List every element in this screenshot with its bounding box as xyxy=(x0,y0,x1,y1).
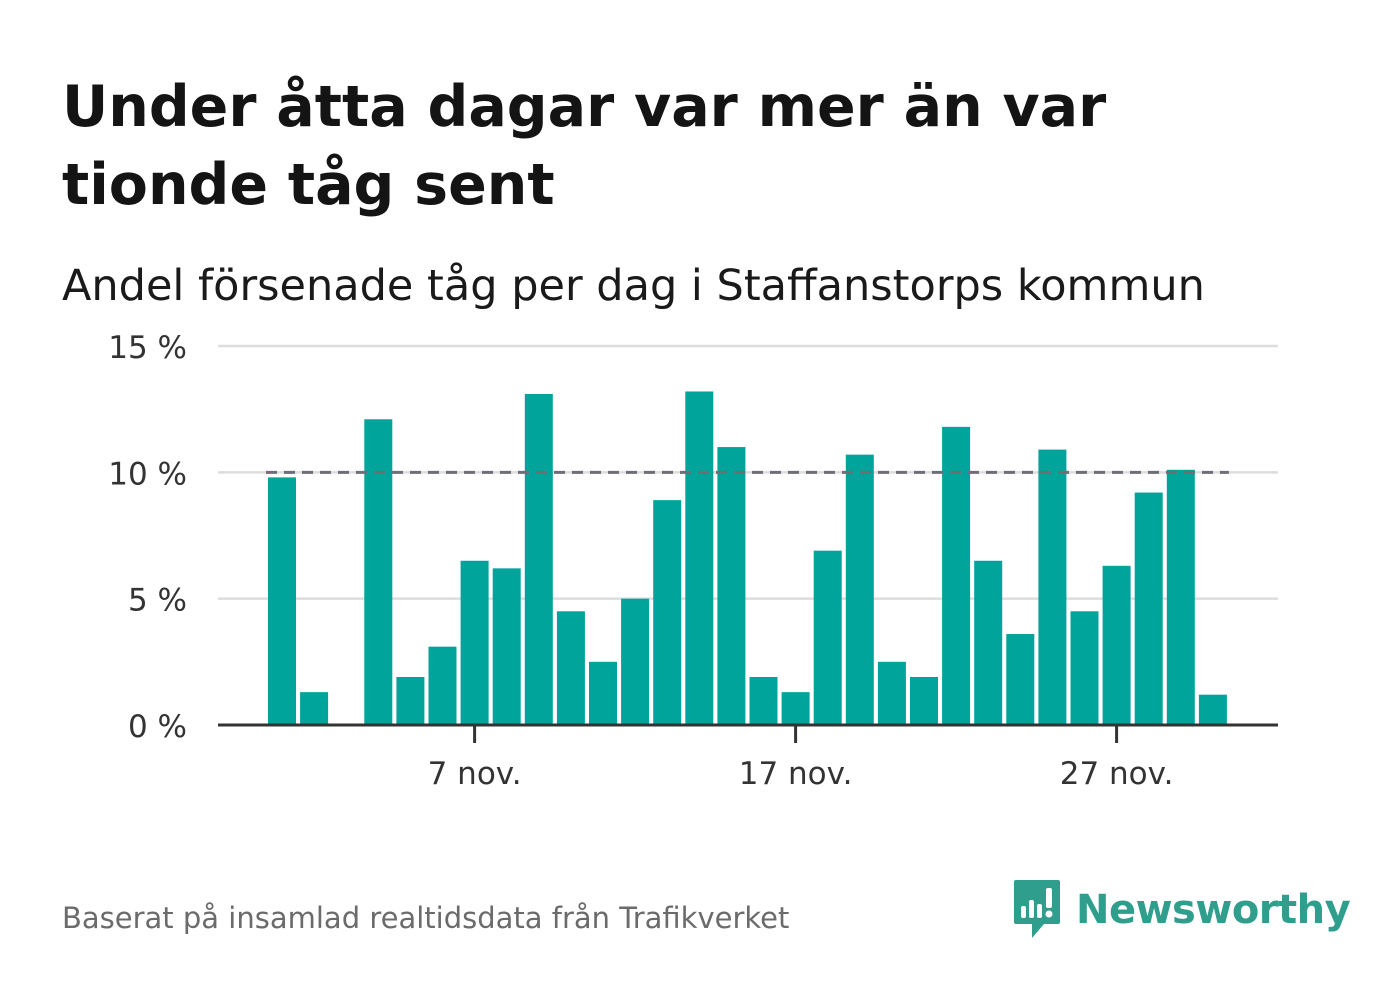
bar-day-1 xyxy=(268,477,296,725)
axes: 0 % 5 % 10 % 15 % 7 nov. 17 nov. 27 nov. xyxy=(108,330,1278,792)
bar-day-10 xyxy=(556,611,585,725)
bar-day-4 xyxy=(364,419,393,725)
bar-day-29 xyxy=(1166,469,1195,725)
bar-day-23 xyxy=(974,560,1003,725)
bar-day-6 xyxy=(428,646,457,725)
chart-title: Under åtta dagar var mer än var tionde t… xyxy=(62,74,1107,218)
bar-day-25 xyxy=(1038,449,1067,725)
bar-day-8 xyxy=(492,568,521,725)
chart-subtitle: Andel försenade tåg per dag i Staffansto… xyxy=(62,261,1205,311)
bar-day-21 xyxy=(910,676,938,725)
x-tick-label: 17 nov. xyxy=(739,756,853,792)
bar-day-18 xyxy=(813,550,842,725)
y-tick-label: 5 % xyxy=(128,583,187,619)
bar-day-9 xyxy=(524,394,553,725)
brand-name: Newsworthy xyxy=(1076,887,1351,933)
bar-day-11 xyxy=(589,661,617,725)
bar-day-5 xyxy=(396,676,425,725)
x-tick-label: 7 nov. xyxy=(428,756,522,792)
source-note: Baserat på insamlad realtidsdata från Tr… xyxy=(62,901,790,935)
y-tick-label: 10 % xyxy=(108,456,187,492)
bar-day-28 xyxy=(1134,492,1163,725)
bar-day-19 xyxy=(845,454,874,725)
x-tick-label: 27 nov. xyxy=(1060,756,1174,792)
bar-day-27 xyxy=(1102,565,1131,725)
newsworthy-logo-icon xyxy=(1014,880,1060,938)
bar-day-13 xyxy=(653,500,682,725)
y-tick-label: 0 % xyxy=(128,709,187,745)
bar-day-20 xyxy=(877,661,906,725)
bar-chart: 0 % 5 % 10 % 15 % 7 nov. 17 nov. 27 nov. xyxy=(108,330,1278,792)
bar-day-22 xyxy=(942,426,971,725)
bar-day-30 xyxy=(1198,694,1227,725)
bar-day-14 xyxy=(685,391,714,725)
bar-day-15 xyxy=(717,447,746,725)
bar-day-17 xyxy=(781,692,810,725)
bar-day-24 xyxy=(1006,634,1035,725)
bar-day-2 xyxy=(300,692,329,725)
bar-day-12 xyxy=(621,598,650,725)
bar-day-26 xyxy=(1070,611,1099,725)
y-tick-label: 15 % xyxy=(108,330,187,366)
bar-day-16 xyxy=(749,676,778,725)
bars xyxy=(268,391,1227,725)
brand-logo: Newsworthy xyxy=(1012,878,1351,942)
bar-day-7 xyxy=(460,560,489,725)
